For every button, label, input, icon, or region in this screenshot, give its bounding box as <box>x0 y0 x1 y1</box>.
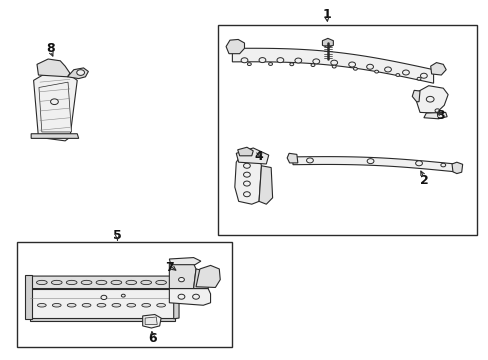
Polygon shape <box>292 157 454 172</box>
Circle shape <box>312 59 319 64</box>
Polygon shape <box>237 147 253 156</box>
Circle shape <box>276 58 283 63</box>
Circle shape <box>243 181 250 186</box>
Circle shape <box>50 99 58 104</box>
Ellipse shape <box>156 280 166 285</box>
Circle shape <box>384 67 390 72</box>
Text: 3: 3 <box>436 109 444 122</box>
Polygon shape <box>30 276 174 288</box>
Circle shape <box>178 294 184 299</box>
Polygon shape <box>25 275 32 319</box>
Ellipse shape <box>111 280 122 285</box>
Polygon shape <box>232 48 433 83</box>
Circle shape <box>426 96 433 102</box>
Circle shape <box>77 70 84 75</box>
Circle shape <box>434 109 439 112</box>
Ellipse shape <box>81 280 92 285</box>
Circle shape <box>366 159 373 164</box>
Ellipse shape <box>157 303 165 307</box>
Polygon shape <box>169 288 210 305</box>
Circle shape <box>416 77 420 80</box>
Circle shape <box>366 64 373 69</box>
Ellipse shape <box>126 280 136 285</box>
Polygon shape <box>416 86 447 113</box>
Text: 4: 4 <box>254 150 263 163</box>
Circle shape <box>306 158 313 163</box>
Circle shape <box>353 67 357 70</box>
Circle shape <box>192 294 199 299</box>
Polygon shape <box>411 90 419 102</box>
Polygon shape <box>169 261 196 288</box>
Circle shape <box>330 60 337 65</box>
Polygon shape <box>37 59 70 77</box>
Polygon shape <box>196 265 220 288</box>
Ellipse shape <box>97 303 105 307</box>
Polygon shape <box>430 63 445 75</box>
Polygon shape <box>30 288 174 319</box>
Ellipse shape <box>38 303 46 307</box>
Polygon shape <box>67 68 88 78</box>
Polygon shape <box>236 148 268 164</box>
Polygon shape <box>31 134 79 138</box>
Circle shape <box>243 163 250 168</box>
Circle shape <box>241 58 247 63</box>
Circle shape <box>268 63 272 66</box>
Circle shape <box>440 163 445 167</box>
Ellipse shape <box>67 303 76 307</box>
Polygon shape <box>423 112 446 119</box>
Circle shape <box>259 58 265 63</box>
Circle shape <box>331 65 335 68</box>
Circle shape <box>247 63 251 66</box>
Ellipse shape <box>141 280 151 285</box>
Ellipse shape <box>112 303 121 307</box>
Text: 6: 6 <box>148 332 156 345</box>
Ellipse shape <box>37 280 47 285</box>
Polygon shape <box>169 257 201 265</box>
Bar <box>217 25 476 235</box>
Text: 7: 7 <box>164 261 173 274</box>
Ellipse shape <box>52 303 61 307</box>
Polygon shape <box>451 162 462 174</box>
Circle shape <box>374 70 378 73</box>
Circle shape <box>348 62 355 67</box>
Text: 1: 1 <box>322 8 330 21</box>
Polygon shape <box>145 317 157 324</box>
Circle shape <box>121 294 125 297</box>
Ellipse shape <box>96 280 106 285</box>
Polygon shape <box>259 166 272 204</box>
Polygon shape <box>225 40 244 54</box>
Polygon shape <box>234 152 261 204</box>
Ellipse shape <box>66 280 77 285</box>
Polygon shape <box>34 73 77 141</box>
Polygon shape <box>39 82 71 132</box>
Circle shape <box>101 295 106 300</box>
Circle shape <box>310 64 314 67</box>
Polygon shape <box>173 274 179 319</box>
Text: 5: 5 <box>113 229 122 242</box>
Circle shape <box>178 278 184 282</box>
Circle shape <box>402 70 408 75</box>
Polygon shape <box>142 315 161 328</box>
Ellipse shape <box>142 303 150 307</box>
Text: 8: 8 <box>46 42 55 55</box>
Bar <box>17 242 232 347</box>
Polygon shape <box>193 269 209 288</box>
Circle shape <box>395 73 399 76</box>
Polygon shape <box>286 153 297 163</box>
Ellipse shape <box>51 280 62 285</box>
Circle shape <box>420 73 427 78</box>
Text: 2: 2 <box>419 174 427 186</box>
Circle shape <box>243 172 250 177</box>
Circle shape <box>243 192 250 197</box>
Ellipse shape <box>127 303 135 307</box>
Circle shape <box>294 58 301 63</box>
Polygon shape <box>30 318 174 320</box>
Polygon shape <box>322 39 333 48</box>
Circle shape <box>415 161 422 166</box>
Circle shape <box>289 63 293 66</box>
Ellipse shape <box>82 303 91 307</box>
